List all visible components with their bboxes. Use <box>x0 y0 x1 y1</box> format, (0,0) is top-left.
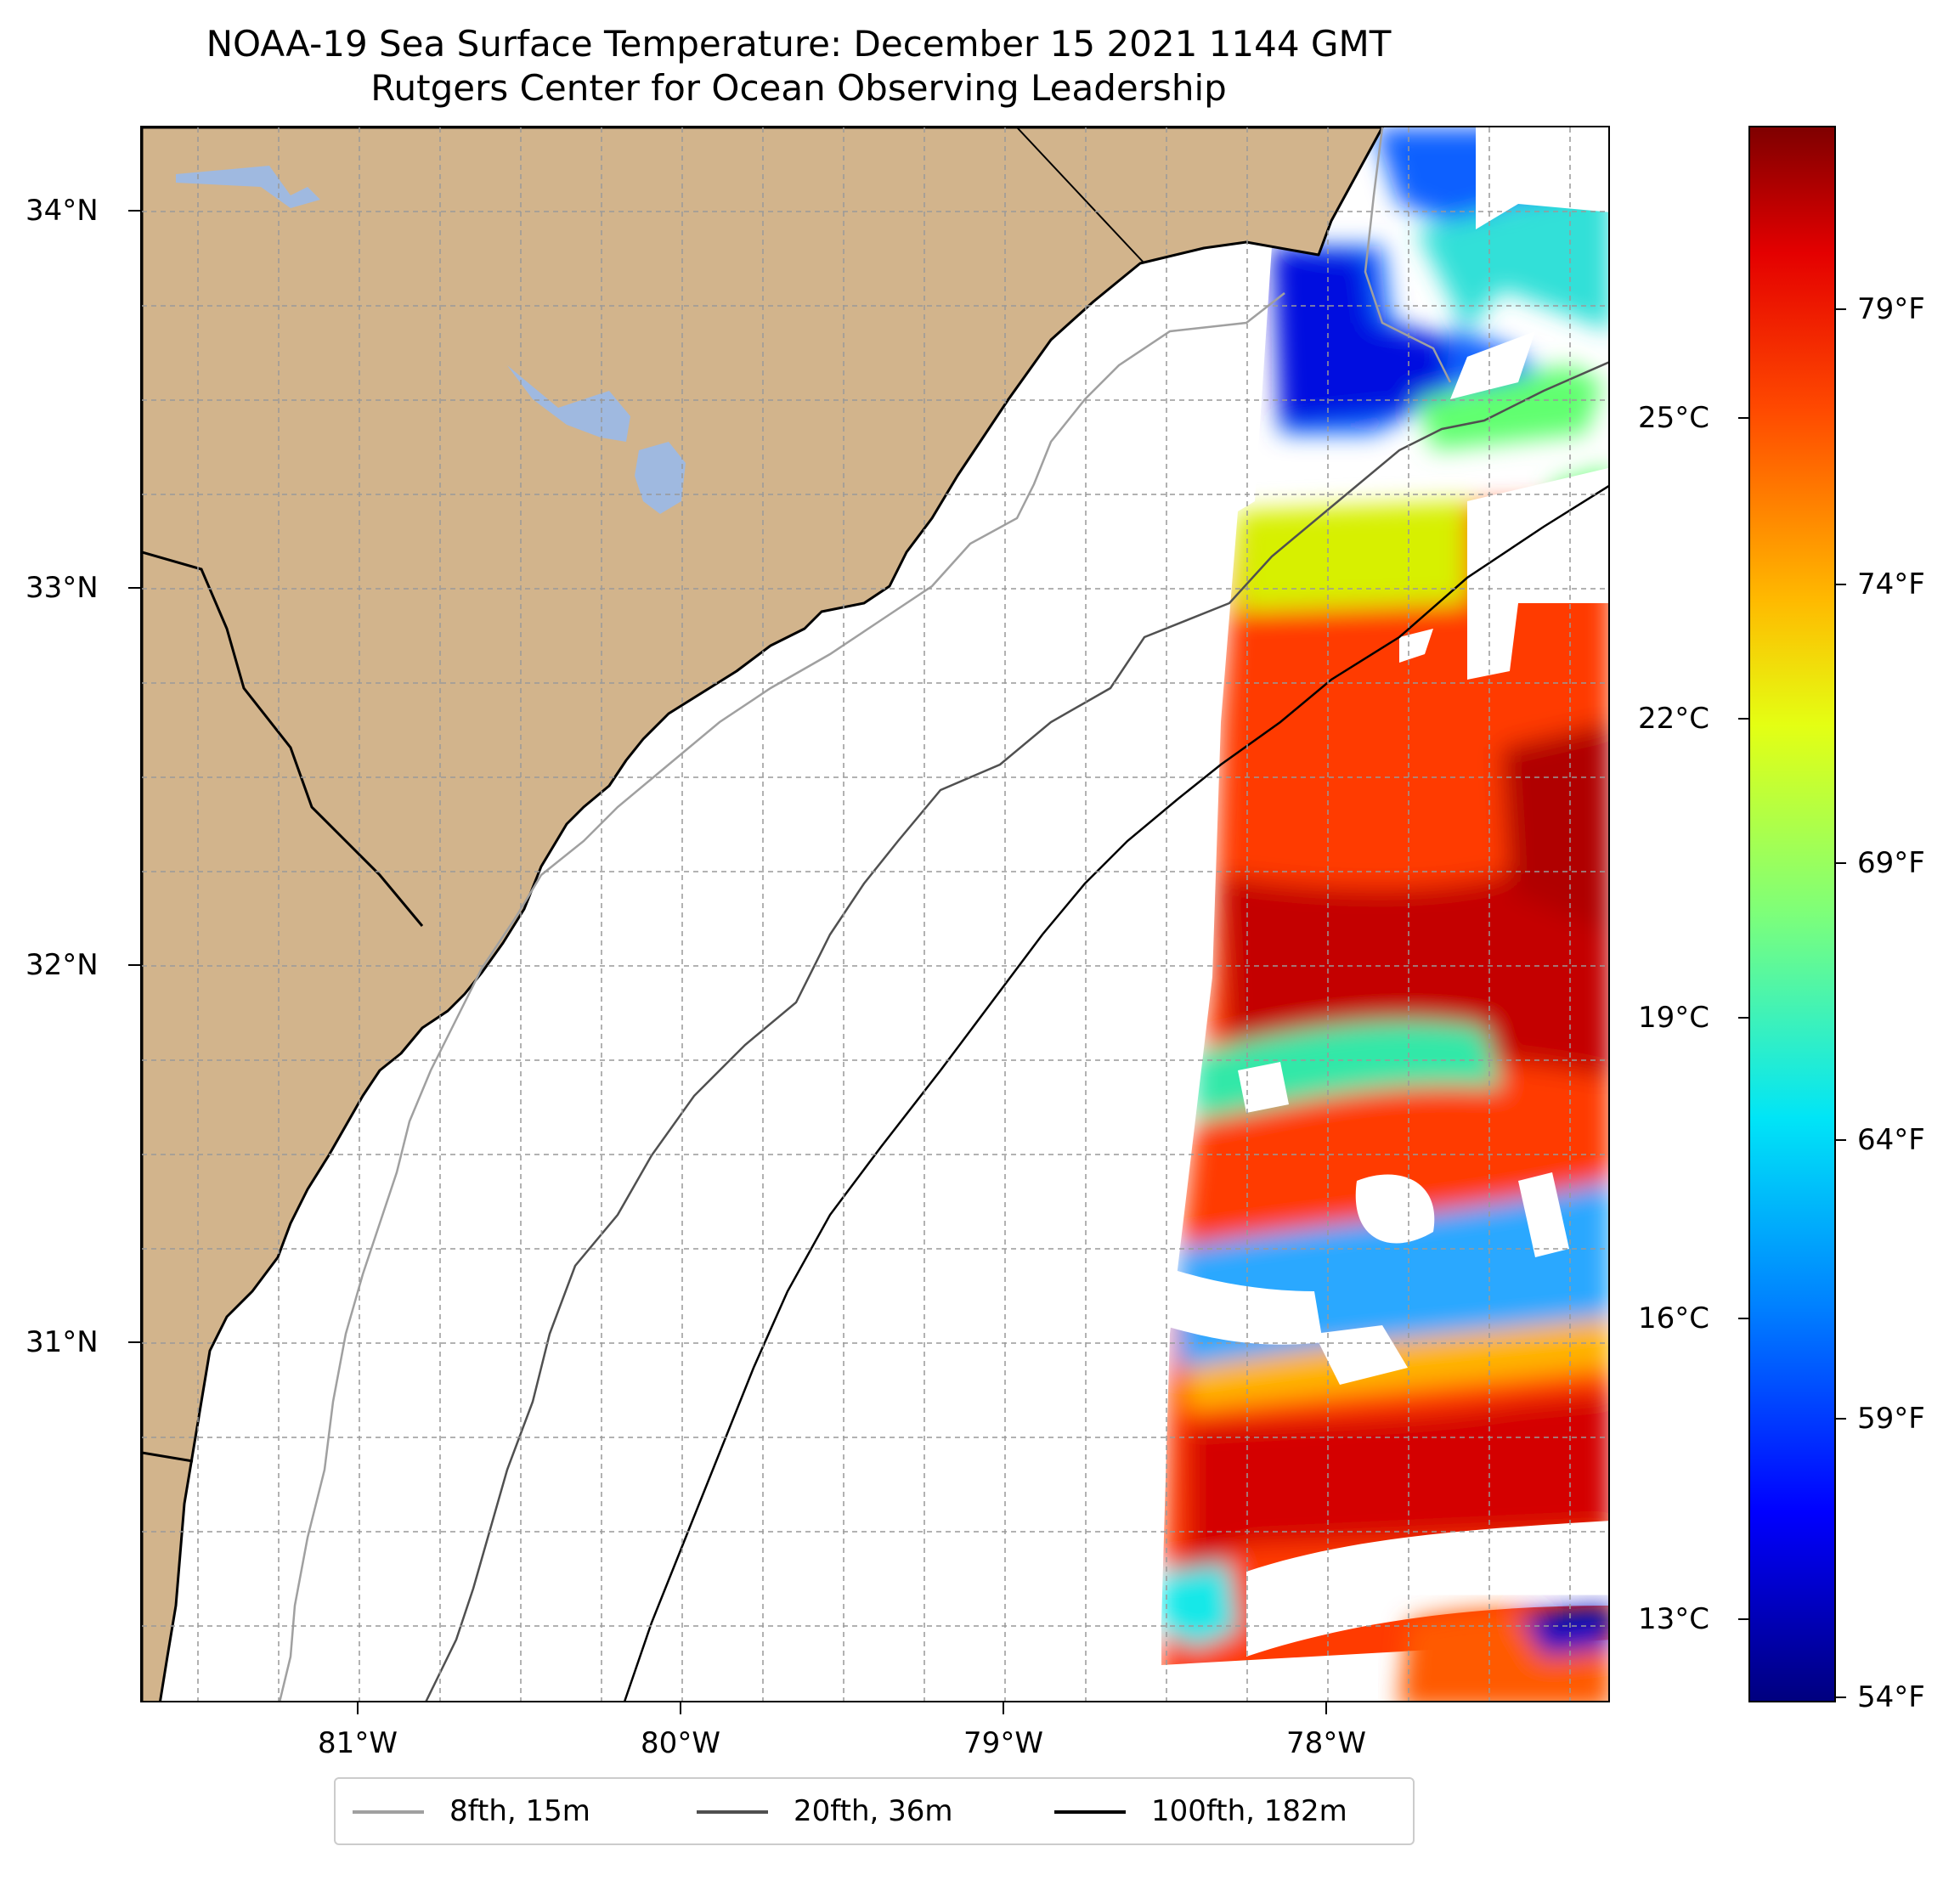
cloud-gap <box>1399 629 1433 663</box>
cloud-gap <box>1355 1174 1435 1244</box>
colorbar-label-fahrenheit: 79°F <box>1857 292 1925 326</box>
sst-cold-deep <box>1272 246 1450 425</box>
colorbar-label-fahrenheit: 59°F <box>1857 1402 1925 1436</box>
colorbar-tick-f <box>1836 584 1846 585</box>
x-tick-mark <box>357 1702 359 1714</box>
colorbar-tick-f <box>1836 308 1846 310</box>
land-mass <box>142 127 1384 1701</box>
sst-warm-region <box>1161 501 1608 1701</box>
sst-cyan-patch <box>1416 179 1608 331</box>
sst-map <box>140 126 1610 1702</box>
river-line <box>142 1451 194 1463</box>
colorbar-tick-c <box>1738 1618 1748 1620</box>
legend-swatch <box>1054 1810 1126 1814</box>
colorbar-tick-f <box>1836 1418 1846 1420</box>
colorbar-tick-f <box>1836 1139 1846 1141</box>
cloud-gap <box>1450 331 1535 399</box>
isobath-20fth <box>425 361 1608 1701</box>
x-tick-label: 78°W <box>1286 1726 1366 1760</box>
cloud-gap <box>1246 1521 1608 1657</box>
colorbar-tick-c <box>1738 417 1748 419</box>
sst-south-blue <box>1518 1606 1608 1657</box>
y-tick-label: 33°N <box>25 571 99 605</box>
y-tick-label: 34°N <box>25 194 99 228</box>
colorbar-tick-c <box>1738 1017 1748 1019</box>
colorbar-label-fahrenheit: 64°F <box>1857 1123 1925 1157</box>
cloud-gap <box>1476 127 1608 229</box>
y-tick-mark <box>128 1341 140 1343</box>
colorbar-label-celsius: 16°C <box>1638 1301 1710 1335</box>
legend-label: 8fth, 15m <box>449 1794 590 1828</box>
colorbar-label-celsius: 19°C <box>1638 1001 1710 1035</box>
y-tick-mark <box>128 964 140 966</box>
x-tick-label: 81°W <box>318 1726 398 1760</box>
cloud-gap <box>1467 467 1608 680</box>
legend-swatch <box>353 1810 424 1814</box>
colorbar-label-celsius: 13°C <box>1638 1602 1710 1636</box>
sst-hot-core-3 <box>1187 1393 1608 1572</box>
x-tick-label: 79°W <box>963 1726 1043 1760</box>
isobath-100fth <box>624 485 1608 1701</box>
y-tick-mark <box>128 210 140 212</box>
legend-label: 100fth, 182m <box>1151 1794 1347 1828</box>
y-tick-label: 31°N <box>25 1325 99 1359</box>
colorbar-tick-f <box>1836 1697 1846 1698</box>
x-tick-mark <box>1325 1702 1327 1714</box>
x-tick-mark <box>1003 1702 1004 1714</box>
cloud-gap <box>1314 1325 1408 1385</box>
sst-hot-core-2 <box>1501 722 1608 934</box>
cloud-gap <box>1161 1266 1323 1345</box>
colorbar-label-fahrenheit: 54°F <box>1857 1680 1925 1714</box>
legend-label: 20fth, 36m <box>794 1794 953 1828</box>
isobath-8fth <box>279 292 1285 1701</box>
colorbar-label-celsius: 25°C <box>1638 401 1710 435</box>
colorbar-label-fahrenheit: 69°F <box>1857 846 1925 880</box>
cloud-gap <box>1238 1062 1289 1113</box>
colorbar-tick-f <box>1836 862 1846 864</box>
state-border <box>1016 127 1145 264</box>
lake <box>635 442 686 514</box>
colorbar-tick-c <box>1738 718 1748 720</box>
colorbar <box>1748 126 1836 1702</box>
sst-cool-south <box>1161 1563 1238 1648</box>
map-canvas <box>142 127 1608 1701</box>
x-tick-mark <box>680 1702 681 1714</box>
gridlines <box>142 127 1608 1701</box>
colorbar-tick-c <box>1738 1318 1748 1319</box>
y-tick-mark <box>128 587 140 589</box>
legend-swatch <box>697 1810 768 1814</box>
lake <box>176 166 320 208</box>
colorbar-label-fahrenheit: 74°F <box>1857 567 1925 601</box>
cloud-gap <box>1518 1172 1569 1257</box>
map-subtitle: Rutgers Center for Ocean Observing Leade… <box>370 67 1227 109</box>
map-title: NOAA-19 Sea Surface Temperature: Decembe… <box>206 23 1392 65</box>
x-tick-label: 80°W <box>641 1726 720 1760</box>
isobath-8fth <box>1364 127 1452 383</box>
lake <box>507 365 630 442</box>
y-tick-label: 32°N <box>25 948 99 982</box>
sst-yellow-north <box>1238 501 1467 612</box>
colorbar-label-celsius: 22°C <box>1638 702 1710 736</box>
legend: 8fth, 15m 20fth, 36m 100fth, 182m <box>334 1777 1415 1845</box>
